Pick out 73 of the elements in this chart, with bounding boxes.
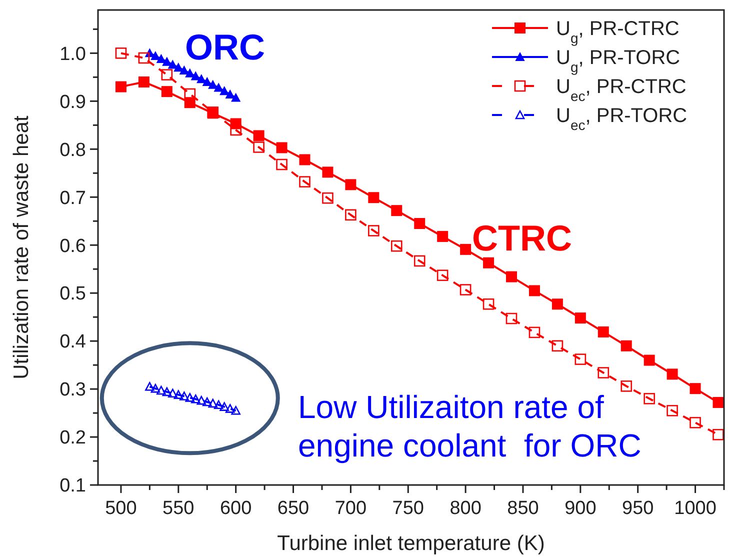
y-tick-label: 0.8 [60,140,86,161]
point [220,402,229,411]
point [322,192,334,204]
point [156,386,166,395]
x-tick-label: 800 [450,498,482,519]
y-tick-label: 0.5 [60,284,86,305]
y-tick-label: 0.2 [60,428,86,449]
point [202,397,212,406]
y-tick-label: 0.3 [60,380,86,401]
point [712,428,724,440]
y-tick-label: 0.9 [60,92,86,113]
point [162,387,172,396]
x-tick-label: 900 [564,498,596,519]
y-tick-label: 0.4 [60,332,86,353]
y-tick-label: 1.0 [60,44,86,65]
legend-label: U$_{ec}$, PR-CTRC [556,76,686,104]
point [368,225,380,236]
y-tick-label: 0.7 [60,188,86,209]
point [115,81,126,92]
point [184,88,196,100]
point [299,176,310,188]
x-tick-label: 700 [334,498,367,519]
point [552,340,564,352]
point [138,52,150,64]
point [150,384,160,393]
x-axis-title: Turbine inlet temperature (K) [277,532,545,555]
point [528,326,540,338]
x-tick-label: 550 [162,498,194,519]
point [196,396,206,405]
point [690,416,701,428]
point [115,48,127,59]
point [185,393,195,402]
point [168,388,178,398]
y-tick-label: 0.1 [60,476,86,497]
point [174,390,184,399]
point [390,240,402,252]
point [666,404,678,416]
point [506,312,518,324]
point [145,382,154,391]
point [482,298,494,310]
point [208,398,218,408]
point [231,93,240,102]
annotation: CTRC [472,218,572,259]
point [598,367,610,378]
y-axis-title: Utilization rate of waste heat [10,115,33,380]
point [231,406,240,415]
y-tick-label: 0.6 [60,236,86,257]
point [276,158,288,170]
x-tick-label: 500 [105,498,137,519]
x-tick-label: 650 [277,498,310,519]
point [414,255,426,267]
point [179,392,189,400]
point [225,404,235,413]
legend-label: U$_{g}$, PR-CTRC [556,18,680,46]
annotation: Low Utilizaiton rate of engine coolant for ORC [298,389,642,464]
x-tick-label: 600 [220,498,252,519]
x-tick-label: 950 [622,498,654,519]
point [190,394,200,404]
legend-label: U$_{ec}$, PR-TORC [556,105,688,133]
x-tick-label: 1000 [674,498,716,519]
x-tick-label: 750 [392,498,424,519]
x-tick-label: 850 [507,498,539,519]
annotation: ORC [185,26,265,68]
point [345,209,356,221]
point [644,392,655,404]
point [161,69,173,80]
point [620,380,632,392]
point [214,400,224,410]
point [253,142,264,153]
point [460,284,472,296]
point [574,354,586,365]
point [436,270,448,281]
legend-label: U$_{g}$, PR-TORC [556,47,680,75]
